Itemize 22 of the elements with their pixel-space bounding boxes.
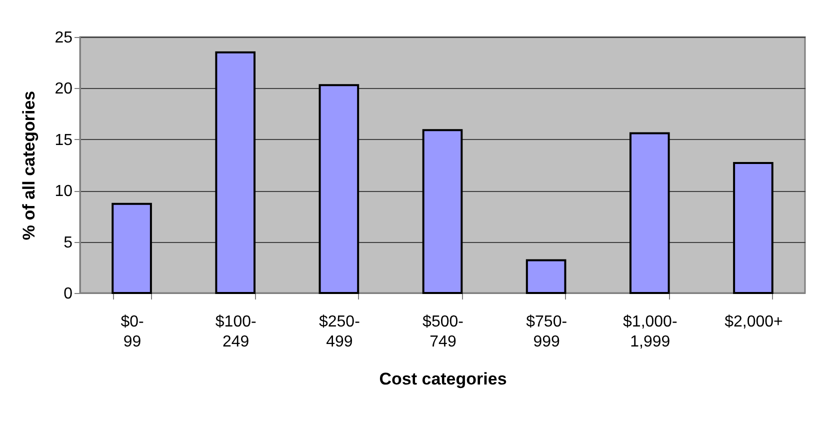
- y-tick-label: 0: [64, 286, 73, 302]
- y-tick-label: 25: [54, 30, 73, 46]
- x-tick-label: $250-499: [318, 314, 360, 350]
- bar: [318, 84, 360, 294]
- bar: [526, 259, 566, 294]
- bar: [422, 129, 463, 294]
- bar: [629, 132, 670, 294]
- y-axis-title: % of all categories: [20, 90, 39, 240]
- bar: [215, 51, 256, 294]
- x-tick-label: $0-99: [120, 314, 144, 350]
- y-tick-label: 15: [54, 132, 73, 149]
- x-axis-title: Cost categories: [379, 370, 507, 388]
- x-tick-label: $500-749: [422, 314, 464, 350]
- y-tick-label: 10: [54, 183, 73, 200]
- x-tick-label: $750-999: [526, 314, 568, 350]
- bar: [733, 162, 774, 294]
- y-tick-label: 5: [64, 234, 73, 252]
- x-tick-label: $2,000+: [724, 314, 783, 330]
- x-tick-label: $100-249: [215, 314, 256, 350]
- y-tick-label: 20: [54, 80, 73, 98]
- bar: [112, 202, 152, 294]
- x-tick-label: $1,000-1,999: [623, 314, 678, 350]
